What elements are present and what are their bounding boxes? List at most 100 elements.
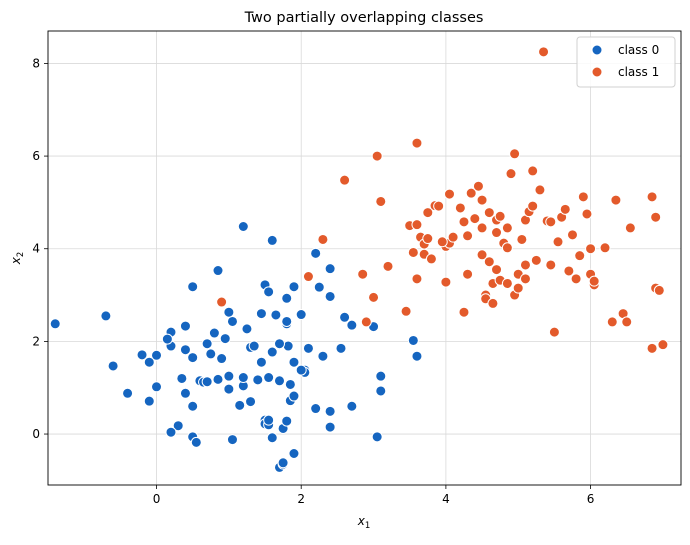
grid-lines <box>48 31 681 485</box>
data-point-class-1 <box>472 180 484 192</box>
data-point-class-1 <box>653 284 665 296</box>
data-point-class-0 <box>288 447 300 459</box>
data-point-class-1 <box>545 259 557 271</box>
x-tick-label: 6 <box>587 492 595 506</box>
data-point-class-1 <box>411 137 423 149</box>
data-point-class-0 <box>237 220 249 232</box>
legend-label-class-0: class 0 <box>618 43 659 57</box>
data-point-class-1 <box>382 260 394 272</box>
data-point-class-0 <box>187 281 199 293</box>
x-tick-label: 2 <box>297 492 305 506</box>
data-point-class-0 <box>161 333 173 345</box>
data-point-class-1 <box>581 208 593 220</box>
x-tick-label: 0 <box>153 492 161 506</box>
legend-marker-class-1 <box>591 66 603 78</box>
data-point-class-0 <box>187 400 199 412</box>
x-axis-label: x1 <box>357 514 371 531</box>
data-point-class-0 <box>49 318 61 330</box>
data-point-class-1 <box>360 316 372 328</box>
data-point-class-1 <box>519 273 531 285</box>
data-point-class-1 <box>585 243 597 255</box>
data-point-class-0 <box>317 350 329 362</box>
data-point-class-1 <box>447 231 459 243</box>
x-tick-label: 4 <box>442 492 450 506</box>
data-point-class-1 <box>371 150 383 162</box>
data-point-class-1 <box>375 195 387 207</box>
data-point-class-0 <box>223 370 235 382</box>
data-point-class-1 <box>512 282 524 294</box>
data-point-class-0 <box>190 436 202 448</box>
y-tick-label: 8 <box>32 56 40 70</box>
data-point-class-1 <box>422 233 434 245</box>
data-point-class-1 <box>624 222 636 234</box>
data-point-class-0 <box>208 327 220 339</box>
data-point-class-1 <box>570 273 582 285</box>
data-point-class-0 <box>270 309 282 321</box>
data-point-class-0 <box>201 338 213 350</box>
data-point-class-0 <box>277 457 289 469</box>
data-point-class-0 <box>324 263 336 275</box>
data-point-class-1 <box>462 230 474 242</box>
data-point-class-0 <box>266 432 278 444</box>
data-point-class-0 <box>245 396 257 408</box>
data-point-class-0 <box>266 346 278 358</box>
data-point-class-0 <box>179 344 191 356</box>
data-point-class-0 <box>248 340 260 352</box>
data-point-class-1 <box>368 291 380 303</box>
data-point-class-0 <box>255 308 267 320</box>
data-point-class-1 <box>552 236 564 248</box>
data-point-class-0 <box>310 403 322 415</box>
data-point-class-0 <box>335 342 347 354</box>
data-point-class-1 <box>559 203 571 215</box>
data-point-class-1 <box>476 249 488 261</box>
data-point-class-1 <box>501 242 513 254</box>
data-point-class-0 <box>284 378 296 390</box>
data-point-class-1 <box>563 265 575 277</box>
data-point-class-1 <box>462 268 474 280</box>
data-point-class-1 <box>534 184 546 196</box>
data-point-class-1 <box>574 250 586 262</box>
data-point-class-1 <box>454 202 466 214</box>
data-points <box>49 46 669 473</box>
data-point-class-0 <box>371 431 383 443</box>
legend: class 0 class 1 <box>576 36 676 88</box>
data-point-class-0 <box>234 399 246 411</box>
data-point-class-1 <box>458 306 470 318</box>
axis-ticks: 0 2 4 6 0 2 4 6 8 <box>32 56 594 506</box>
data-point-class-0 <box>136 349 148 361</box>
data-point-class-0 <box>165 426 177 438</box>
data-point-class-1 <box>530 254 542 266</box>
data-point-class-0 <box>143 356 155 368</box>
data-point-class-0 <box>219 333 231 345</box>
data-point-class-1 <box>483 207 495 219</box>
data-point-class-1 <box>491 264 503 276</box>
legend-label-class-1: class 1 <box>618 65 659 79</box>
data-point-class-0 <box>324 405 336 417</box>
data-point-class-1 <box>505 168 517 180</box>
data-point-class-1 <box>538 46 550 58</box>
data-point-class-1 <box>357 268 369 280</box>
data-point-class-0 <box>324 421 336 433</box>
data-point-class-0 <box>201 376 213 388</box>
data-point-class-0 <box>295 364 307 376</box>
y-tick-label: 6 <box>32 149 40 163</box>
y-tick-label: 2 <box>32 334 40 348</box>
data-point-class-0 <box>263 286 275 298</box>
data-point-class-1 <box>501 277 513 289</box>
data-point-class-0 <box>172 420 184 432</box>
data-point-class-0 <box>151 381 163 393</box>
data-point-class-1 <box>458 216 470 228</box>
data-point-class-1 <box>491 227 503 239</box>
data-point-class-1 <box>606 316 618 328</box>
data-point-class-1 <box>566 229 578 241</box>
data-point-class-1 <box>509 148 521 160</box>
data-point-class-1 <box>588 275 600 287</box>
data-point-class-0 <box>223 306 235 318</box>
data-point-class-1 <box>476 222 488 234</box>
data-point-class-1 <box>646 191 658 203</box>
data-point-class-1 <box>650 211 662 223</box>
data-point-class-0 <box>375 385 387 397</box>
data-point-class-0 <box>273 375 285 387</box>
data-point-class-1 <box>433 200 445 212</box>
data-point-class-0 <box>346 319 358 331</box>
